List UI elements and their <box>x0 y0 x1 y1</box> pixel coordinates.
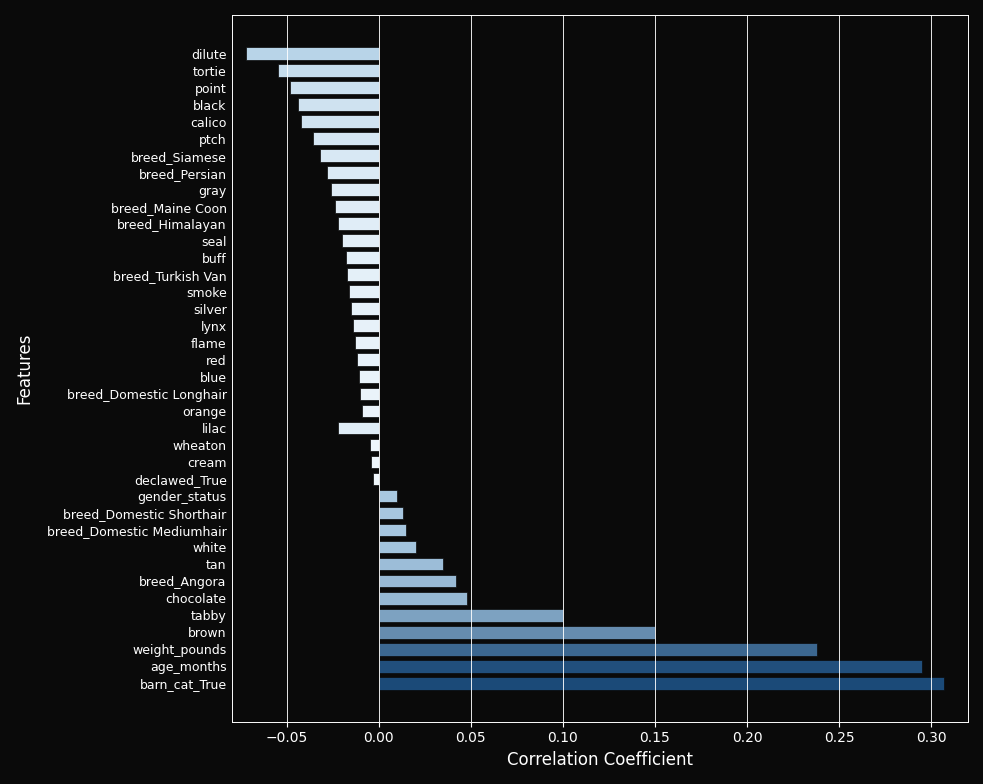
Bar <box>334 200 378 213</box>
Bar <box>378 506 403 520</box>
Bar <box>327 166 378 179</box>
Bar <box>277 64 378 77</box>
Bar <box>342 234 378 247</box>
Bar <box>353 319 378 332</box>
Bar <box>361 387 378 401</box>
Bar <box>351 303 378 315</box>
Bar <box>378 608 563 622</box>
Bar <box>378 592 467 604</box>
Bar <box>319 149 378 162</box>
Bar <box>359 371 378 383</box>
Bar <box>338 217 378 230</box>
Bar <box>302 115 378 128</box>
Bar <box>378 643 817 655</box>
Bar <box>362 405 378 417</box>
Bar <box>331 183 378 196</box>
Bar <box>378 557 443 571</box>
Bar <box>378 524 406 536</box>
Bar <box>313 132 378 145</box>
Bar <box>378 660 922 673</box>
Bar <box>349 285 378 298</box>
Bar <box>346 252 378 264</box>
Bar <box>378 626 655 638</box>
Bar <box>378 490 397 503</box>
Bar <box>374 473 378 485</box>
Bar <box>378 677 944 690</box>
Bar <box>378 575 456 587</box>
Bar <box>348 268 378 281</box>
Bar <box>370 438 378 452</box>
Bar <box>372 456 378 468</box>
Bar <box>378 541 416 554</box>
Bar <box>355 336 378 349</box>
Y-axis label: Features: Features <box>15 332 33 404</box>
Bar <box>290 82 378 94</box>
Bar <box>338 422 378 434</box>
Bar <box>246 47 378 60</box>
X-axis label: Correlation Coefficient: Correlation Coefficient <box>507 751 693 769</box>
Bar <box>357 354 378 366</box>
Bar <box>298 98 378 111</box>
